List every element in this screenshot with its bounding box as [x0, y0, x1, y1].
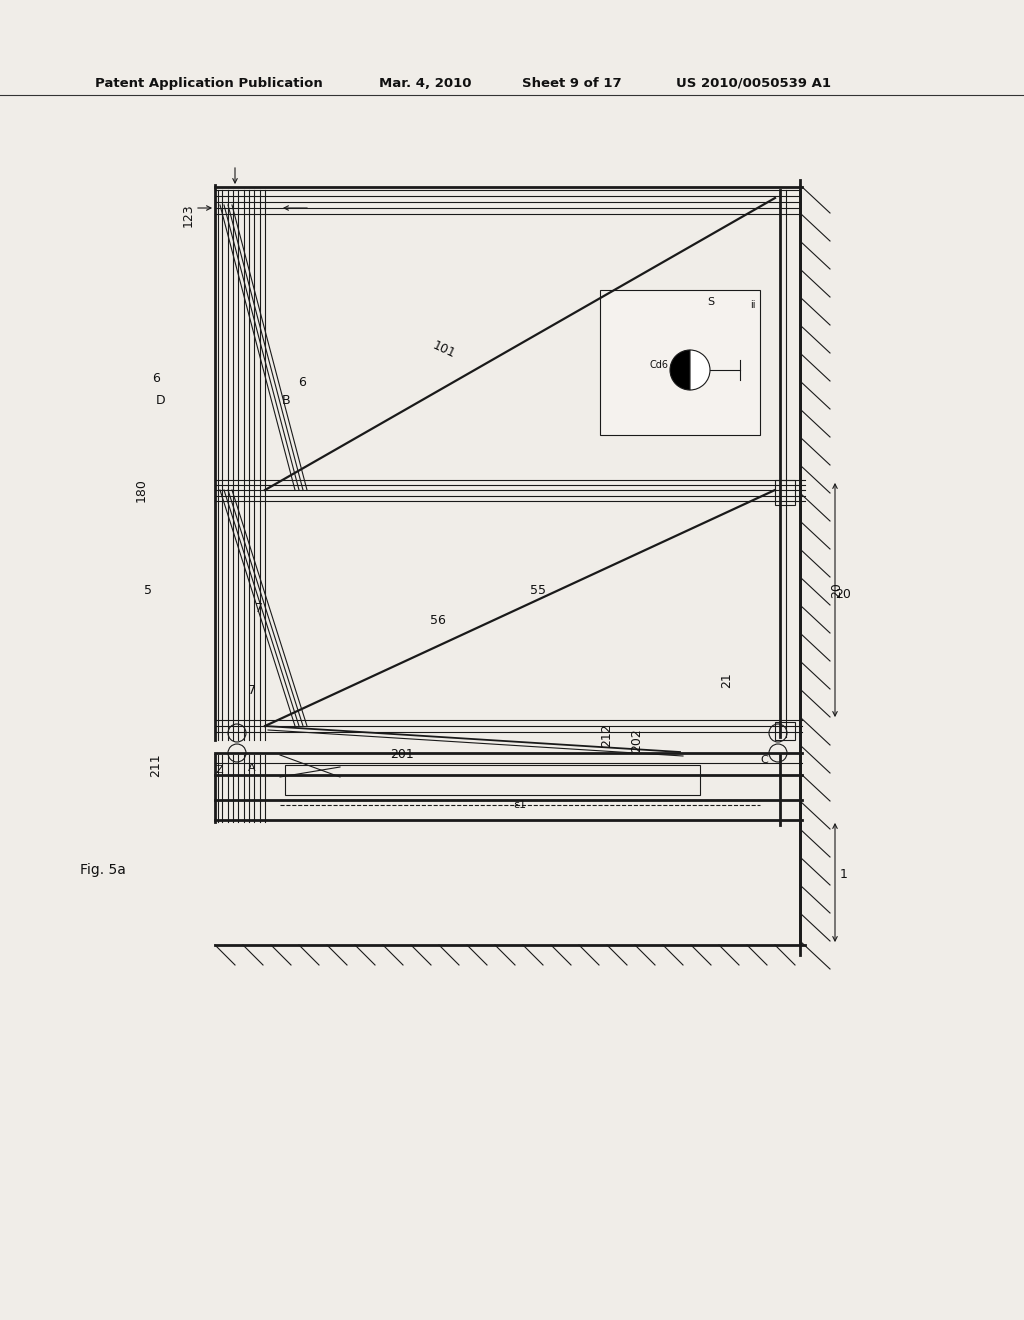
Text: 56: 56 — [430, 614, 445, 627]
Text: 5: 5 — [144, 583, 152, 597]
Text: Mar. 4, 2010: Mar. 4, 2010 — [379, 77, 471, 90]
Text: 201: 201 — [390, 748, 414, 762]
Text: 6: 6 — [298, 375, 306, 388]
Wedge shape — [670, 350, 690, 389]
Text: 101: 101 — [430, 339, 457, 360]
Text: 6: 6 — [153, 371, 160, 384]
Bar — [285, 766, 700, 795]
Text: Z: Z — [215, 766, 222, 775]
Bar — [775, 722, 795, 741]
Text: D: D — [156, 393, 165, 407]
Text: 20: 20 — [830, 582, 843, 598]
Text: Fig. 5a: Fig. 5a — [80, 863, 126, 876]
Text: 7: 7 — [255, 602, 263, 615]
Text: Patent Application Publication: Patent Application Publication — [95, 77, 323, 90]
Text: 1: 1 — [840, 869, 848, 882]
Text: 211: 211 — [150, 754, 162, 776]
Text: 20: 20 — [835, 589, 851, 602]
Text: B: B — [282, 393, 291, 407]
Bar — [600, 290, 760, 436]
Text: 55: 55 — [530, 583, 546, 597]
Text: A: A — [248, 763, 256, 774]
Text: Cd6: Cd6 — [650, 360, 669, 370]
Text: C: C — [760, 755, 768, 766]
Text: ii: ii — [750, 300, 756, 310]
Text: 202: 202 — [630, 729, 643, 752]
Text: 180: 180 — [135, 478, 148, 502]
Wedge shape — [690, 350, 710, 389]
Text: 123: 123 — [182, 203, 195, 227]
Text: 21: 21 — [720, 672, 733, 688]
Bar — [775, 480, 795, 506]
Text: US 2010/0050539 A1: US 2010/0050539 A1 — [676, 77, 830, 90]
Text: Sheet 9 of 17: Sheet 9 of 17 — [522, 77, 622, 90]
Text: 7: 7 — [248, 684, 256, 697]
Text: S: S — [707, 297, 714, 308]
Text: 212: 212 — [600, 723, 613, 747]
Text: ε1: ε1 — [513, 800, 526, 810]
